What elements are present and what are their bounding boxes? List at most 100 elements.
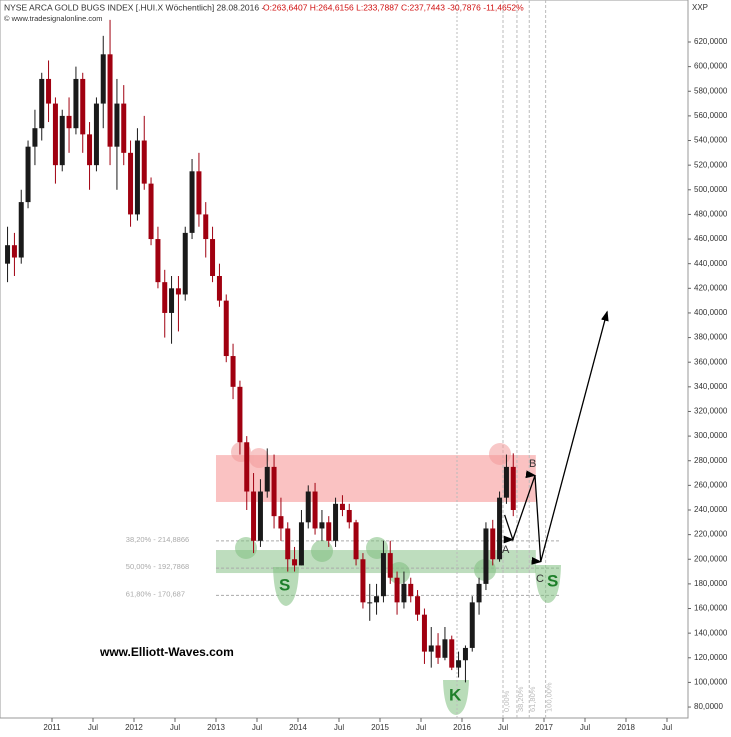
candle-body: [244, 442, 250, 492]
wave-label: S: [279, 575, 290, 594]
candle-body: [326, 522, 332, 541]
wave-label: A: [502, 544, 510, 556]
chart-title: NYSE ARCA GOLD BUGS INDEX [.HUI.X Wöchen…: [4, 2, 264, 12]
y-tick-label: 220,0000: [694, 530, 728, 539]
candle-body: [18, 202, 24, 258]
highlight: [489, 443, 511, 465]
candles: [5, 19, 516, 683]
y-tick-label: 560,0000: [694, 111, 728, 120]
candle-body: [93, 103, 99, 166]
candle-body: [469, 602, 475, 648]
fib-label: 50,00% - 192,7868: [126, 562, 189, 571]
candle-body: [421, 614, 427, 652]
x-tick-label: 2013: [207, 723, 225, 732]
candle-body: [59, 115, 65, 166]
candle-body: [66, 115, 72, 129]
y-tick-label: 520,0000: [694, 160, 728, 169]
candle-body: [257, 491, 263, 541]
candle-body: [285, 528, 291, 560]
candle-body: [319, 522, 325, 529]
y-tick-label: 160,0000: [694, 604, 728, 613]
candle-body: [264, 466, 270, 492]
candle-body: [503, 466, 509, 498]
candle-body: [87, 134, 93, 166]
fib-label: 61,80% - 170,687: [126, 589, 185, 598]
candle-body: [210, 239, 216, 276]
highlight: [249, 448, 269, 468]
candle-body: [380, 553, 386, 597]
x-tick-label: 2011: [43, 723, 61, 732]
wave-label: B: [529, 458, 536, 470]
candle-body: [462, 647, 468, 661]
y-tick-label: 200,0000: [694, 554, 728, 563]
candle-body: [346, 509, 352, 523]
candle-body: [360, 559, 366, 603]
x-tick-label: 2018: [617, 723, 635, 732]
highlight: [443, 680, 469, 715]
highlight: [311, 540, 333, 562]
candle-body: [128, 152, 134, 215]
candle-body: [435, 645, 441, 658]
candle-body: [32, 128, 38, 147]
candle-body: [107, 54, 113, 147]
x-tick-label: 2016: [453, 723, 471, 732]
candle-body: [237, 386, 243, 443]
highlights: [231, 442, 561, 715]
x-tick-label: 2017: [535, 723, 553, 732]
candle-body: [121, 103, 127, 153]
x-tick-label: Jul: [498, 723, 508, 732]
y-tick-label: 480,0000: [694, 210, 728, 219]
x-tick-label: Jul: [416, 723, 426, 732]
candle-body: [449, 639, 455, 668]
candle-body: [182, 232, 188, 295]
candle-body: [401, 583, 407, 603]
highlight: [535, 565, 561, 603]
time-fib-label: 61,80%: [528, 686, 537, 712]
candle-body: [394, 577, 400, 603]
candle-body: [73, 78, 79, 129]
y-tick-label: 180,0000: [694, 579, 728, 588]
candle-body: [114, 103, 120, 147]
x-tick-label: 2012: [125, 723, 143, 732]
highlight: [273, 567, 299, 606]
candle-body: [415, 596, 421, 615]
watermark: © www.tradesignalonline.com: [4, 14, 103, 23]
candle-body: [271, 466, 277, 517]
candle-body: [387, 553, 393, 578]
x-tick-label: Jul: [662, 723, 672, 732]
y-tick-label: 600,0000: [694, 62, 728, 71]
candle-body: [490, 528, 496, 560]
candle-body: [278, 516, 284, 529]
candle-body: [162, 282, 168, 313]
y-tick-label: 300,0000: [694, 431, 728, 440]
candle-body: [46, 78, 52, 104]
wave-label: K: [449, 685, 462, 704]
time-fib-label: 0,00%: [502, 690, 511, 712]
wave-label: S: [547, 571, 558, 590]
x-tick-label: 2014: [289, 723, 307, 732]
y-tick-label: 320,0000: [694, 407, 728, 416]
candle-body: [333, 503, 339, 541]
y-tick-label: 100,0000: [694, 678, 728, 687]
candle-body: [510, 466, 516, 510]
candle-body: [39, 78, 45, 129]
x-tick-label: Jul: [88, 723, 98, 732]
y-tick-label: 380,0000: [694, 333, 728, 342]
candle-body: [203, 214, 209, 240]
candle-body: [339, 503, 345, 510]
candle-body: [175, 288, 181, 295]
candle-body: [155, 239, 161, 283]
candle-body: [11, 245, 17, 258]
y-tick-label: 280,0000: [694, 456, 728, 465]
highlight: [235, 537, 257, 559]
candle-body: [223, 300, 229, 357]
candle-body: [428, 645, 434, 652]
x-tick-label: Jul: [334, 723, 344, 732]
candle-body: [476, 583, 482, 603]
y-tick-label: 620,0000: [694, 37, 728, 46]
projection-path: [503, 310, 609, 565]
candle-body: [298, 522, 304, 566]
time-fib-label: 100,00%: [545, 682, 554, 712]
y-tick-label: 120,0000: [694, 653, 728, 662]
